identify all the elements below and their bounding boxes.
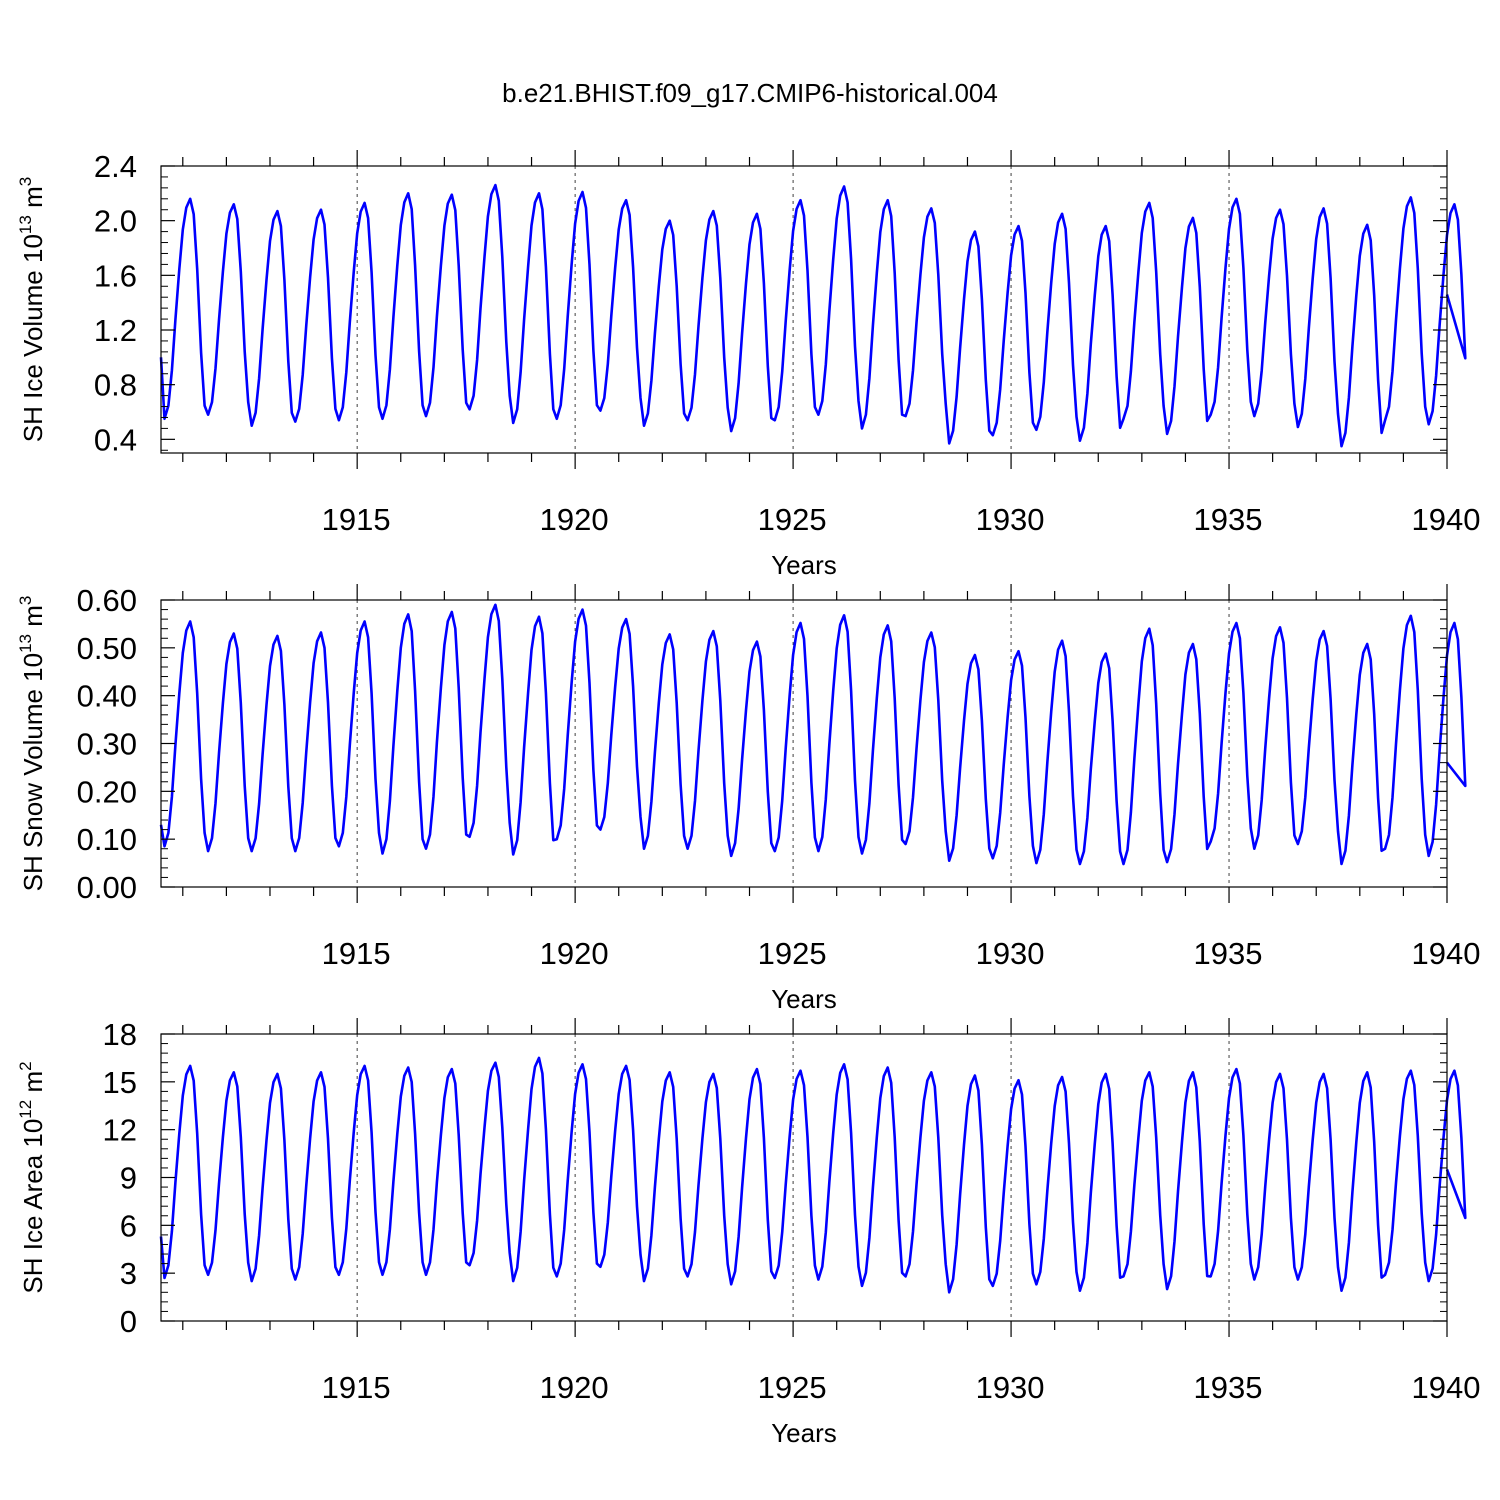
y-axis-label-part: SH Snow Volume 10 (18, 653, 48, 891)
y-axis-label-superscript: 3 (16, 596, 35, 605)
x-tick-label: 1935 (1194, 936, 1263, 971)
x-tick-label: 1930 (976, 936, 1045, 971)
y-axis-label: SH Snow Volume 1013 m3 (16, 596, 48, 892)
x-tick-label: 1940 (1412, 502, 1481, 537)
y-tick-label: 18 (103, 1017, 137, 1052)
y-tick-label: 2.0 (94, 204, 137, 239)
y-axis-label-superscript: 12 (16, 1100, 35, 1119)
y-axis-label: SH Ice Volume 1013 m3 (16, 177, 48, 442)
panels: 0.4 0.8 1.2 1.6 2.0 2.4 1915 1920 1925 1930 1935 19… (16, 149, 1480, 1448)
x-tick-label: 1930 (976, 502, 1045, 537)
y-axis-label-part: SH Ice Volume 10 (18, 234, 48, 442)
y-tick-label: 0.30 (77, 727, 137, 762)
x-tick-label: 1940 (1412, 936, 1481, 971)
x-tick-label: 1920 (540, 1370, 609, 1405)
x-tick-label: 1925 (758, 502, 827, 537)
x-tick-label: 1940 (1412, 1370, 1481, 1405)
y-axis-label-superscript: 3 (16, 177, 35, 186)
x-tick-label: 1920 (540, 936, 609, 971)
series-line-sh-ice-area (159, 1056, 1467, 1294)
x-tick-label: 1915 (322, 502, 391, 537)
y-tick-label: 0.10 (77, 822, 137, 857)
x-axis-label: Years (771, 984, 837, 1014)
x-axis-label: Years (771, 550, 837, 580)
plot-frame (160, 165, 1448, 454)
y-axis-label-superscript: 13 (16, 215, 35, 234)
y-tick-label: 12 (103, 1113, 137, 1148)
x-tick-label: 1920 (540, 502, 609, 537)
x-tick-label: 1935 (1194, 1370, 1263, 1405)
series-line-sh-snow-volume (159, 603, 1467, 866)
y-tick-label: 0.4 (94, 422, 137, 457)
y-axis-label-part: m (18, 605, 48, 634)
y-tick-label: 0.40 (77, 679, 137, 714)
chart-panel-2: 0.00 0.10 0.20 0.30 0.40 0.50 0.60 1915 1920 1925… (16, 583, 1480, 1014)
x-tick-label: 1930 (976, 1370, 1045, 1405)
y-axis-label-part: SH Ice Area 10 (18, 1119, 48, 1294)
x-tick-label: 1925 (758, 936, 827, 971)
y-axis-label-superscript: 2 (16, 1061, 35, 1070)
y-tick-label: 2.4 (94, 149, 137, 184)
series-line-sh-ice-volume (159, 183, 1467, 448)
x-tick-label: 1935 (1194, 502, 1263, 537)
x-axis-label: Years (771, 1418, 837, 1448)
chart-panel-1: 0.4 0.8 1.2 1.6 2.0 2.4 1915 1920 1925 1930 1935 19… (16, 149, 1480, 580)
chart-panel-3: 0 3 6 9 12 15 18 1915 1920 1925 1930 1935 1940 Years S… (16, 1017, 1480, 1448)
figure-title: b.e21.BHIST.f09_g17.CMIP6-historical.004 (502, 78, 998, 108)
y-tick-label: 0.00 (77, 870, 137, 905)
y-tick-label: 1.2 (94, 313, 137, 348)
y-tick-label: 3 (120, 1256, 137, 1291)
y-tick-label: 6 (120, 1208, 137, 1243)
y-axis-label-part: m (18, 1071, 48, 1100)
y-tick-label: 9 (120, 1161, 137, 1196)
x-tick-label: 1915 (322, 1370, 391, 1405)
y-tick-label: 0.50 (77, 631, 137, 666)
y-tick-label: 1.6 (94, 258, 137, 293)
y-tick-label: 0.60 (77, 583, 137, 618)
y-tick-label: 0 (120, 1304, 137, 1339)
y-tick-label: 0.8 (94, 368, 137, 403)
y-tick-label: 15 (103, 1065, 137, 1100)
y-axis-label: SH Ice Area 1012 m2 (16, 1061, 48, 1293)
x-tick-label: 1915 (322, 936, 391, 971)
y-tick-label: 0.20 (77, 774, 137, 809)
y-axis-label-superscript: 13 (16, 634, 35, 653)
x-tick-label: 1925 (758, 1370, 827, 1405)
y-axis-label-part: m (18, 186, 48, 215)
